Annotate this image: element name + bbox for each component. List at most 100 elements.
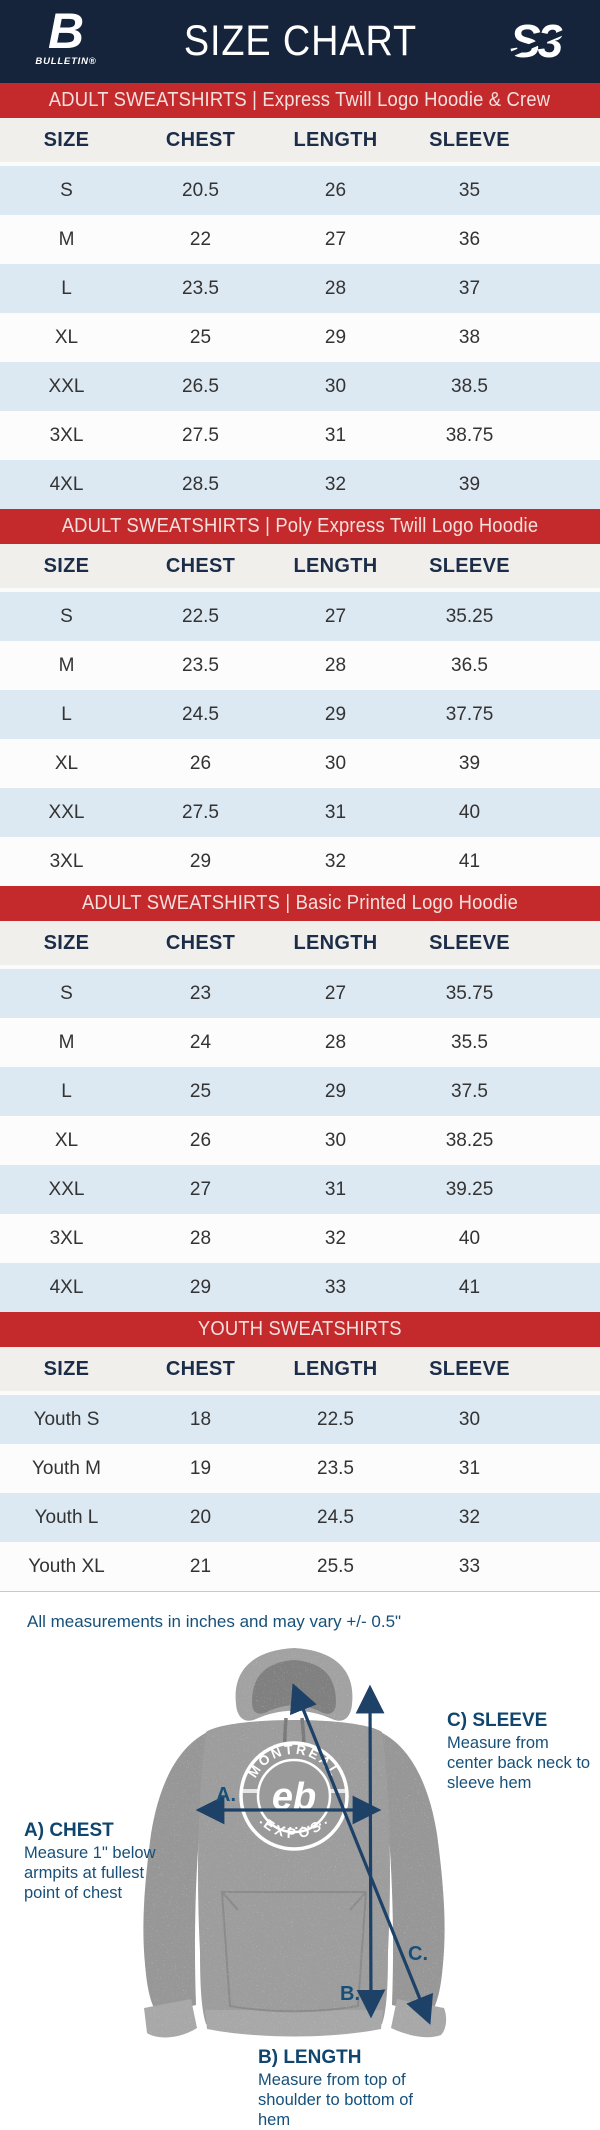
value-cell: 40 bbox=[458, 1227, 481, 1249]
size-cell: XXL bbox=[48, 1178, 85, 1200]
value-cell: 27.5 bbox=[182, 424, 219, 446]
sleeve-arrow-label: C. bbox=[408, 1943, 428, 1965]
value-cell: 29 bbox=[324, 326, 347, 348]
table-row: S 22.5 27 35.25 bbox=[0, 590, 600, 641]
table-row: Youth L 20 24.5 32 bbox=[0, 1493, 600, 1542]
column-header: CHEST bbox=[133, 118, 268, 166]
table-row: XXL 27 31 39.25 bbox=[0, 1165, 600, 1214]
top-header: B BULLETIN® SIZE CHART S3 bbox=[0, 0, 600, 83]
table-row: M 24 28 35.5 bbox=[0, 1018, 600, 1067]
value-cell: 33 bbox=[324, 1276, 347, 1298]
column-header: CHEST bbox=[133, 1347, 268, 1395]
table-row: 3XL 29 32 41 bbox=[0, 837, 600, 886]
value-cell: 21 bbox=[189, 1555, 212, 1577]
value-cell: 20.5 bbox=[182, 179, 219, 201]
value-cell: 35 bbox=[458, 179, 481, 201]
value-cell: 39 bbox=[458, 473, 481, 495]
value-cell: 22.5 bbox=[182, 605, 219, 627]
value-cell: 29 bbox=[189, 850, 212, 872]
value-cell: 32 bbox=[324, 1227, 347, 1249]
size-cell: L bbox=[61, 1080, 72, 1102]
column-header: SIZE bbox=[0, 1347, 133, 1395]
size-cell: Youth XL bbox=[28, 1555, 105, 1577]
size-table: SIZE CHEST LENGTH SLEEVE S 22.5 27 35.25 M 23.5 28… bbox=[0, 544, 600, 886]
table-row: 4XL 29 33 41 bbox=[0, 1263, 600, 1312]
value-cell: 27.5 bbox=[182, 801, 219, 823]
section-banner: YOUTH SWEATSHIRTS bbox=[0, 1312, 600, 1347]
value-cell: 28.5 bbox=[182, 473, 219, 495]
column-header: LENGTH bbox=[268, 921, 403, 969]
size-cell: XL bbox=[54, 326, 79, 348]
size-table: SIZE CHEST LENGTH SLEEVE Youth S 18 22.5 30 Yout… bbox=[0, 1347, 600, 1591]
size-cell: XL bbox=[54, 752, 79, 774]
length-annotation-desc: Measure from top of shoulder to bottom o… bbox=[258, 2071, 414, 2129]
value-cell: 38.75 bbox=[445, 424, 494, 446]
column-header: SLEEVE bbox=[403, 921, 600, 969]
table-row: XL 25 29 38 bbox=[0, 313, 600, 362]
column-header: LENGTH bbox=[268, 1347, 403, 1395]
value-cell: 23.5 bbox=[182, 277, 219, 299]
value-cell: 30 bbox=[324, 375, 347, 397]
column-header: LENGTH bbox=[268, 544, 403, 592]
table-row: Youth M 19 23.5 31 bbox=[0, 1444, 600, 1493]
section-banner-label: YOUTH SWEATSHIRTS bbox=[198, 1318, 402, 1340]
value-cell: 28 bbox=[324, 1031, 347, 1053]
value-cell: 29 bbox=[324, 703, 347, 725]
value-cell: 19 bbox=[189, 1457, 212, 1479]
value-cell: 37.5 bbox=[451, 1080, 488, 1102]
table-row: L 23.5 28 37 bbox=[0, 264, 600, 313]
column-header: LENGTH bbox=[268, 118, 403, 166]
size-cell: Youth S bbox=[33, 1408, 100, 1430]
table-row: XXL 26.5 30 38.5 bbox=[0, 362, 600, 411]
page-title: SIZE CHART bbox=[183, 17, 417, 65]
value-cell: 31 bbox=[458, 1457, 481, 1479]
montreal-expos-logo: MONTREAL EXPOS eb bbox=[239, 1741, 349, 1851]
table-row: XL 26 30 38.25 bbox=[0, 1116, 600, 1165]
table-row: Youth S 18 22.5 30 bbox=[0, 1393, 600, 1444]
length-arrow-label: B. bbox=[340, 1983, 360, 2005]
table-row: 4XL 28.5 32 39 bbox=[0, 460, 600, 509]
value-cell: 39.25 bbox=[445, 1178, 494, 1200]
value-cell: 30 bbox=[458, 1408, 481, 1430]
table-row: M 22 27 36 bbox=[0, 215, 600, 264]
value-cell: 26 bbox=[189, 1129, 212, 1151]
value-cell: 38.5 bbox=[451, 375, 488, 397]
value-cell: 27 bbox=[324, 228, 347, 250]
value-cell: 23.5 bbox=[182, 654, 219, 676]
size-cell: S bbox=[60, 605, 73, 627]
bulletin-logo: B BULLETIN® bbox=[16, 4, 116, 80]
table-row: XL 26 30 39 bbox=[0, 739, 600, 788]
table-row: S 20.5 26 35 bbox=[0, 164, 600, 215]
hoodie-diagram: All measurements in inches and may vary … bbox=[0, 1592, 600, 2129]
length-arrow bbox=[355, 1684, 386, 2019]
value-cell: 26 bbox=[324, 179, 347, 201]
table-row: L 24.5 29 37.75 bbox=[0, 690, 600, 739]
value-cell: 25 bbox=[189, 326, 212, 348]
size-cell: 4XL bbox=[49, 1276, 84, 1298]
column-header: SIZE bbox=[0, 118, 133, 166]
size-cell: S bbox=[60, 982, 73, 1004]
value-cell: 32 bbox=[324, 850, 347, 872]
chest-arrow-label: A. bbox=[216, 1784, 236, 1806]
chest-annotation: A) CHEST Measure 1" below armpits at ful… bbox=[24, 1820, 159, 1903]
length-annotation-title: B) LENGTH bbox=[258, 2047, 362, 2068]
value-cell: 27 bbox=[324, 982, 347, 1004]
value-cell: 28 bbox=[324, 277, 347, 299]
table-row: XXL 27.5 31 40 bbox=[0, 788, 600, 837]
size-table: SIZE CHEST LENGTH SLEEVE S 23 27 35.75 M 24 28 35.5… bbox=[0, 921, 600, 1312]
length-annotation: B) LENGTH Measure from top of shoulder t… bbox=[258, 2047, 438, 2130]
size-cell: XL bbox=[54, 1129, 79, 1151]
value-cell: 30 bbox=[324, 1129, 347, 1151]
sleeve-annotation-desc: Measure from center back neck to sleeve … bbox=[447, 1734, 591, 1792]
size-cell: XXL bbox=[48, 801, 85, 823]
value-cell: 23 bbox=[189, 982, 212, 1004]
value-cell: 22.5 bbox=[317, 1408, 354, 1430]
size-cell: 3XL bbox=[49, 850, 84, 872]
value-cell: 18 bbox=[189, 1408, 212, 1430]
value-cell: 31 bbox=[324, 801, 347, 823]
chest-annotation-title: A) CHEST bbox=[24, 1820, 114, 1841]
value-cell: 31 bbox=[324, 1178, 347, 1200]
value-cell: 25.5 bbox=[317, 1555, 354, 1577]
value-cell: 20 bbox=[189, 1506, 212, 1528]
size-cell: S bbox=[60, 179, 73, 201]
